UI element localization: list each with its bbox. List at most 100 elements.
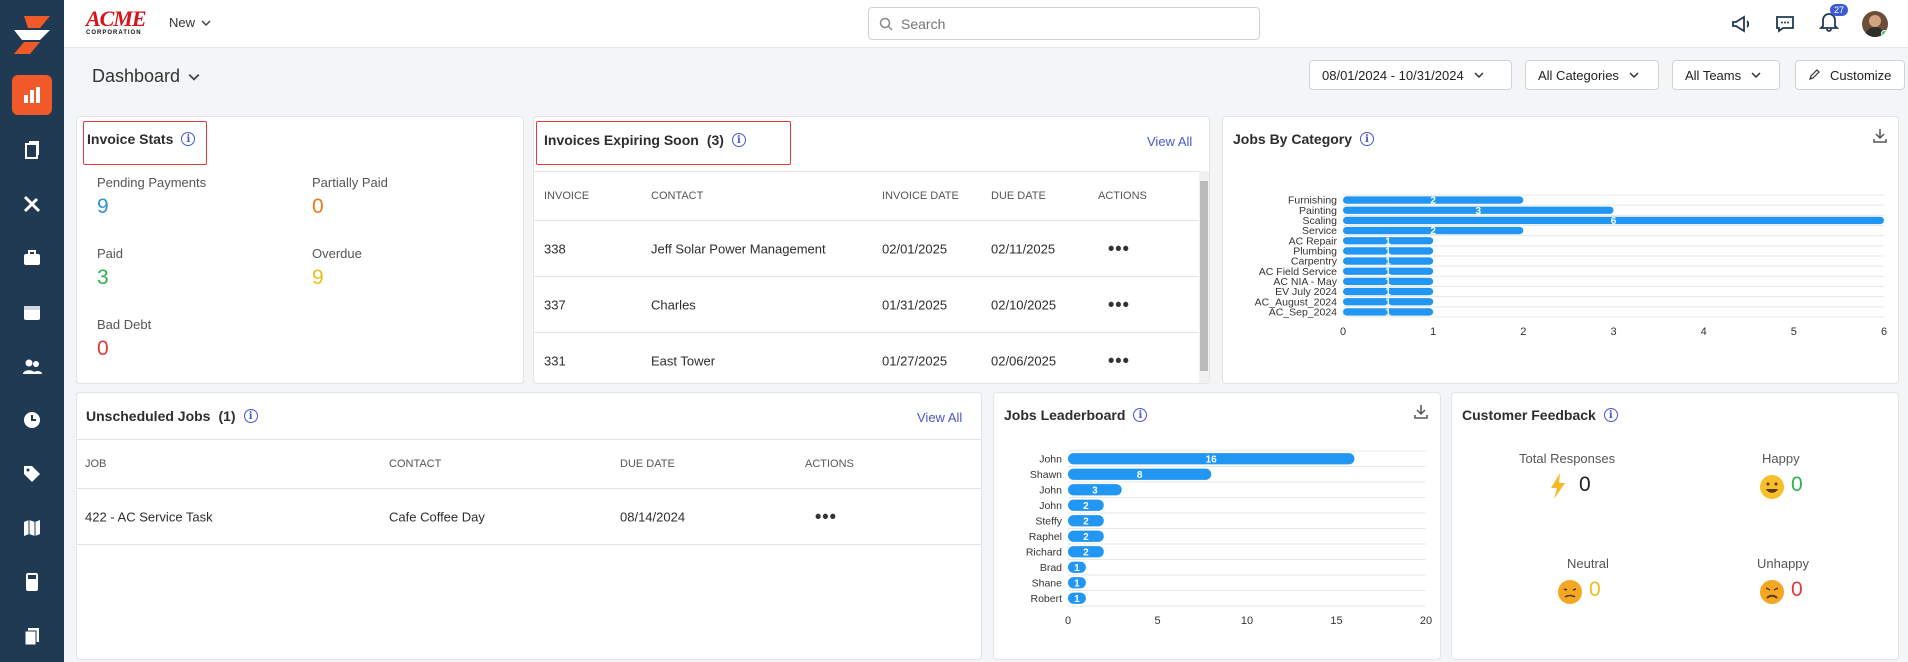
bar-value-label: 1: [1385, 287, 1391, 298]
search-input[interactable]: [901, 15, 1221, 32]
info-icon[interactable]: i: [1603, 408, 1618, 422]
sidebar-item-pricing[interactable]: [12, 454, 52, 494]
clock-icon: [24, 412, 40, 428]
sidebar-item-timesheet[interactable]: [12, 400, 52, 440]
invoice-number: 331: [544, 353, 566, 368]
chat-icon[interactable]: [1774, 13, 1796, 35]
bar-value-label: 2: [1083, 532, 1089, 543]
chevron-down-icon: [201, 19, 211, 26]
column-header-job[interactable]: JOB: [85, 458, 107, 470]
bar[interactable]: [1343, 257, 1434, 265]
category-label: Steffy: [1035, 515, 1062, 527]
category-label: Richard: [1026, 546, 1062, 558]
bar[interactable]: [1343, 287, 1434, 296]
x-tick-label: 5: [1791, 326, 1797, 338]
date-range-filter[interactable]: 08/01/2024 - 10/31/2024: [1309, 60, 1512, 90]
info-icon[interactable]: i: [1360, 132, 1375, 146]
new-menu-button[interactable]: New: [169, 15, 211, 30]
download-icon[interactable]: [1871, 127, 1889, 145]
teams-filter-label: All Teams: [1685, 67, 1742, 83]
bar[interactable]: [1068, 515, 1104, 527]
column-header-contact[interactable]: CONTACT: [389, 458, 442, 470]
category-label: AC_Sep_2024: [1269, 306, 1337, 318]
invoices-expiring-count: (3): [706, 132, 724, 148]
info-icon[interactable]: i: [731, 133, 746, 147]
bar[interactable]: [1068, 468, 1212, 480]
bar[interactable]: [1068, 546, 1104, 558]
customize-button[interactable]: Customize: [1795, 60, 1905, 90]
scrollbar-thumb[interactable]: [1200, 181, 1208, 371]
more-actions-icon[interactable]: •••: [1108, 294, 1130, 314]
table-row[interactable]: 331 East Tower 01/27/2025 02/06/2025 •••: [534, 333, 1199, 383]
bar[interactable]: [1343, 298, 1434, 306]
sidebar-item-calculator[interactable]: [12, 562, 52, 602]
bar[interactable]: [1343, 196, 1524, 204]
sidebar-item-dashboard[interactable]: [12, 75, 52, 115]
info-icon[interactable]: i: [181, 132, 196, 146]
x-tick-label: 0: [1065, 615, 1071, 627]
table-row[interactable]: 422 - AC Service Task Cafe Coffee Day 08…: [77, 489, 981, 545]
table-row[interactable]: 338 Jeff Solar Power Management 02/01/20…: [534, 221, 1199, 277]
bar[interactable]: [1068, 499, 1104, 511]
bar[interactable]: [1068, 530, 1104, 542]
sidebar-item-calendar[interactable]: [12, 292, 52, 332]
bar[interactable]: [1068, 577, 1086, 589]
x-tick-label: 1: [1430, 326, 1436, 338]
megaphone-icon[interactable]: [1730, 13, 1752, 35]
bar[interactable]: [1343, 308, 1434, 316]
table-scrollbar[interactable]: [1199, 171, 1209, 383]
column-header-invoice-date[interactable]: INVOICE DATE: [882, 190, 959, 202]
user-avatar[interactable]: [1862, 10, 1888, 37]
categories-filter[interactable]: All Categories: [1525, 60, 1659, 90]
column-header-contact[interactable]: CONTACT: [651, 190, 704, 202]
card-title-text: Customer Feedback: [1462, 407, 1596, 423]
sidebar-item-reports[interactable]: [12, 616, 52, 656]
info-icon[interactable]: i: [1133, 408, 1148, 422]
sidebar-item-map[interactable]: [12, 508, 52, 548]
column-header-due-date[interactable]: DUE DATE: [620, 458, 675, 470]
bar[interactable]: [1068, 561, 1086, 573]
column-header-invoice[interactable]: INVOICE: [544, 190, 590, 202]
card-title-text: Invoices Expiring Soon: [544, 132, 699, 148]
invoices-view-all-link[interactable]: View All: [1147, 134, 1193, 149]
invoice-due-date: 02/11/2025: [991, 241, 1056, 256]
bar-value-label: 1: [1385, 307, 1391, 318]
company-logo[interactable]: ACME CORPORATION: [86, 8, 150, 38]
sidebar-item-tools[interactable]: [12, 184, 52, 224]
sidebar-item-contacts[interactable]: [12, 346, 52, 386]
download-icon[interactable]: [1412, 403, 1430, 421]
more-actions-icon[interactable]: •••: [1108, 238, 1130, 258]
bar-value-label: 8: [1137, 470, 1143, 481]
bar[interactable]: [1343, 277, 1434, 286]
category-label: John: [1039, 484, 1062, 496]
app-logo-icon[interactable]: [14, 16, 50, 54]
neutral-label: Neutral: [1567, 556, 1609, 571]
online-status-dot: [1881, 29, 1888, 37]
bar-value-label: 1: [1385, 246, 1391, 257]
bar[interactable]: [1068, 484, 1122, 496]
teams-filter[interactable]: All Teams: [1672, 60, 1780, 90]
bar[interactable]: [1343, 267, 1434, 275]
chevron-down-icon: [188, 73, 200, 81]
sidebar-item-jobs[interactable]: [12, 238, 52, 278]
search-box[interactable]: [868, 7, 1260, 40]
bar[interactable]: [1343, 237, 1434, 245]
bar[interactable]: [1343, 216, 1884, 225]
invoices-table-header: INVOICE CONTACT INVOICE DATE DUE DATE AC…: [534, 171, 1199, 221]
table-row[interactable]: 337 Charles 01/31/2025 02/10/2025 •••: [534, 277, 1199, 333]
bar[interactable]: [1343, 226, 1524, 235]
jobs-view-all-link[interactable]: View All: [917, 410, 963, 425]
bar[interactable]: [1068, 453, 1355, 465]
bar[interactable]: [1343, 206, 1614, 214]
more-actions-icon[interactable]: •••: [1108, 350, 1130, 370]
notifications-button[interactable]: 27: [1818, 4, 1848, 37]
x-tick-label: 5: [1154, 615, 1160, 627]
sidebar-item-documents[interactable]: [12, 130, 52, 170]
more-actions-icon[interactable]: •••: [815, 506, 837, 526]
bar[interactable]: [1068, 592, 1086, 604]
column-header-due-date[interactable]: DUE DATE: [991, 190, 1046, 202]
bar[interactable]: [1343, 247, 1434, 255]
paid-label: Paid: [97, 246, 124, 261]
dashboard-selector[interactable]: Dashboard: [92, 66, 200, 87]
info-icon[interactable]: i: [243, 409, 258, 423]
